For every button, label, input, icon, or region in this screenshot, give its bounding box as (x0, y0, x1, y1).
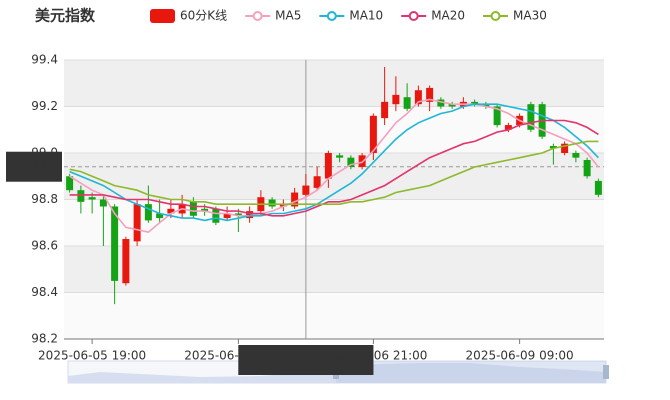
legend-swatch (408, 11, 419, 21)
legend-item[interactable]: MA20 (401, 9, 465, 23)
candle-body (583, 159, 591, 177)
legend-swatch (150, 9, 175, 23)
candle-body (381, 101, 389, 119)
candle-body (201, 208, 209, 212)
candle-body (156, 213, 164, 219)
candle-body (122, 239, 130, 284)
split-area (64, 153, 604, 200)
candle-body (167, 208, 175, 214)
y-tick-label: 98.8 (31, 192, 58, 206)
candle-body (212, 208, 220, 223)
legend-label: MA5 (275, 9, 301, 23)
candle-body (279, 204, 287, 207)
ma-line (69, 140, 599, 205)
legend-swatch (252, 11, 263, 21)
candle-body (88, 197, 96, 200)
candle-body (471, 101, 479, 105)
x-pointer-text: 2025-06-06 15:00 (246, 353, 365, 367)
candle-body (504, 125, 512, 130)
candle-body (414, 90, 422, 105)
split-area (64, 106, 604, 153)
zoom-handle[interactable] (603, 365, 609, 379)
chart-title: 美元指数 (35, 7, 96, 25)
legend-item[interactable]: MA30 (483, 9, 547, 23)
candle-body (111, 206, 119, 281)
legend-label: MA20 (431, 9, 465, 23)
y-tick-label: 99.2 (31, 99, 58, 113)
candle-body (572, 153, 580, 158)
candle-body (426, 87, 434, 102)
candle-body (403, 97, 411, 109)
candle-body (223, 213, 231, 219)
candle-body (493, 106, 501, 126)
candle-body (246, 211, 254, 219)
candle-body (99, 199, 107, 207)
legend-label: MA10 (349, 9, 383, 23)
x-pointer-label: 2025-06-06 15:00 (238, 345, 374, 375)
legend-label: 60分K线 (180, 9, 227, 23)
candle-body (392, 94, 400, 105)
x-tick-label: 2025-06-05 19:00 (38, 349, 146, 363)
y-pointer-text: 98.941 (13, 159, 55, 173)
x-tick-label: 2025-06-09 09:00 (466, 349, 574, 363)
candle-body (369, 115, 377, 153)
candle-body (291, 192, 299, 207)
candle-body (347, 157, 355, 167)
candle-body (324, 153, 332, 179)
candle-body (66, 176, 74, 191)
candle-body (336, 155, 344, 158)
candle-body (437, 99, 445, 107)
ma-line (69, 98, 600, 233)
y-pointer-label: 98.941 (6, 151, 62, 182)
zoom-window[interactable] (336, 361, 606, 383)
candle-body (189, 201, 197, 216)
split-area (64, 246, 604, 293)
candle-body (234, 213, 242, 216)
legend-item[interactable]: 60分K线 (150, 9, 227, 24)
legend-item[interactable]: MA10 (319, 9, 383, 23)
y-tick-label: 98.4 (31, 285, 58, 299)
candle-body (302, 185, 310, 195)
y-pointer-box (6, 151, 62, 182)
split-area (64, 199, 604, 246)
candle-body (133, 204, 141, 242)
legend-item[interactable]: MA5 (245, 9, 301, 23)
split-area (64, 292, 604, 339)
y-tick-label: 98.2 (31, 332, 58, 346)
y-tick-label: 98.6 (31, 239, 58, 253)
ma-line (69, 103, 599, 222)
legend-swatch (326, 11, 337, 21)
candle-body (527, 104, 535, 130)
ma-line (69, 119, 599, 217)
candle-body (268, 199, 276, 207)
legend-swatch (490, 11, 501, 21)
candle-body (77, 190, 85, 202)
legend-label: MA30 (513, 9, 547, 23)
split-area (64, 60, 604, 107)
x-pointer-box (238, 345, 374, 375)
candle-body (482, 104, 490, 107)
y-tick-label: 99.4 (31, 53, 58, 67)
candle-body (313, 176, 321, 188)
candle-body (144, 204, 152, 221)
candle-body (549, 146, 557, 149)
candle-body (561, 143, 569, 153)
candle-body (448, 104, 456, 107)
candle-body (594, 180, 602, 195)
